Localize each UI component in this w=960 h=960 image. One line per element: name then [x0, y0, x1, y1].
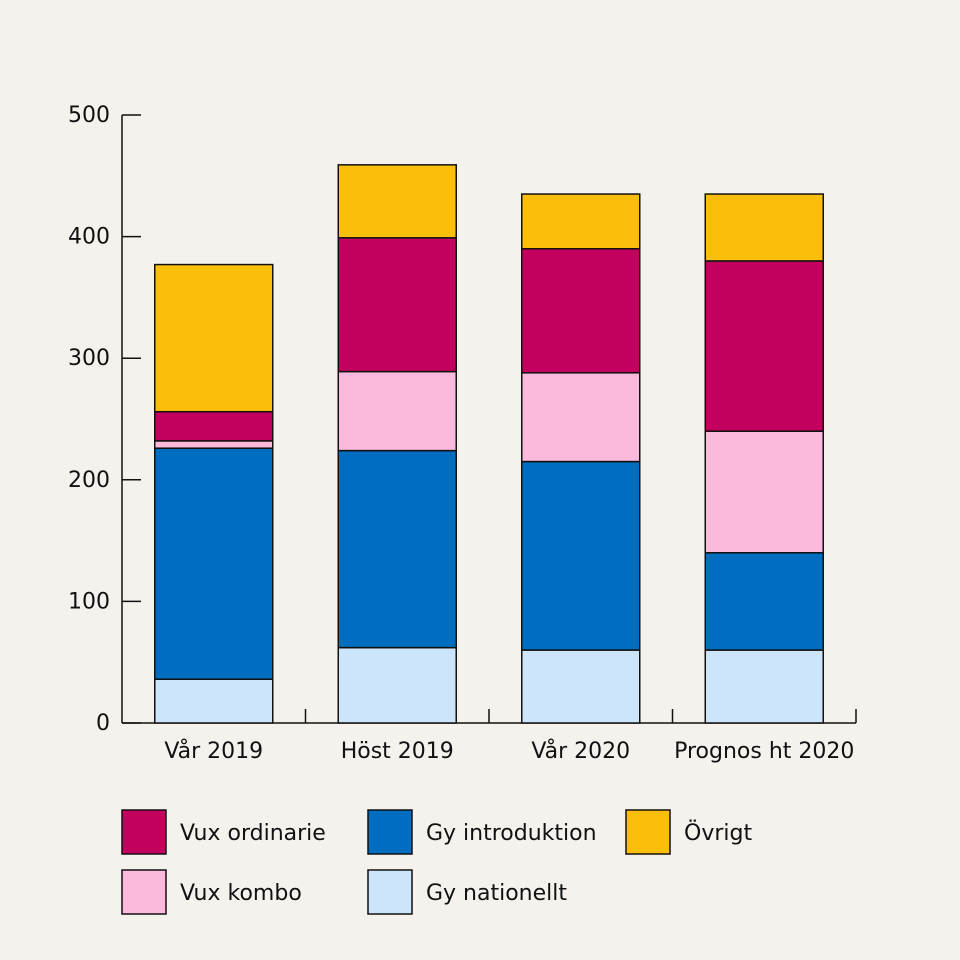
y-tick-label: 300: [68, 346, 110, 371]
bar-segment-gy-introduktion-host-2019: [337, 449, 457, 649]
y-tick-label: 0: [96, 711, 110, 736]
bar-segment-vux-kombo-var-2020: [521, 372, 641, 463]
bar-segment-ovrigt-host-2019: [337, 164, 457, 239]
bar-segment-gy-nationellt-var-2020: [521, 649, 641, 724]
legend-swatch-gy-introduktion: [367, 809, 413, 855]
y-tick-label: 500: [68, 103, 110, 128]
bar-segment-vux-ordinarie-host-2019: [337, 237, 457, 373]
legend-swatch-vux-ordinarie: [121, 809, 167, 855]
bar-segment-vux-ordinarie-var-2020: [521, 248, 641, 374]
y-tick-label: 200: [68, 468, 110, 493]
bar-segment-vux-kombo-host-2019: [337, 370, 457, 452]
bar-segment-gy-introduktion-var-2020: [521, 460, 641, 651]
bar-segment-ovrigt-prognos-ht-2020: [704, 193, 824, 262]
legend-swatch-gy-nationellt: [367, 869, 413, 915]
legend-swatch-vux-kombo: [121, 869, 167, 915]
bar-segment-vux-ordinarie-prognos-ht-2020: [704, 260, 824, 432]
legend-label-gy-nationellt: Gy nationellt: [426, 881, 567, 906]
legend-label-vux-kombo: Vux kombo: [180, 881, 302, 906]
legend-swatch-ovrigt: [625, 809, 671, 855]
bar-segment-gy-nationellt-host-2019: [337, 646, 457, 724]
legend-label-gy-introduktion: Gy introduktion: [426, 821, 597, 846]
bar-segment-vux-ordinarie-var-2019: [154, 410, 274, 442]
bar-segment-gy-nationellt-var-2019: [154, 678, 274, 724]
bar-segment-ovrigt-var-2019: [154, 263, 274, 413]
x-category-label: Höst 2019: [341, 739, 454, 764]
legend-label-ovrigt: Övrigt: [684, 820, 752, 846]
x-category-label: Prognos ht 2020: [674, 739, 854, 764]
y-tick-label: 100: [68, 589, 110, 614]
x-category-label: Vår 2019: [164, 738, 263, 764]
bar-segment-gy-introduktion-var-2019: [154, 447, 274, 680]
bar-segment-gy-introduktion-prognos-ht-2020: [704, 552, 824, 651]
x-category-label: Vår 2020: [531, 738, 630, 764]
legend-label-vux-ordinarie: Vux ordinarie: [180, 821, 326, 846]
bar-segment-vux-kombo-var-2019: [154, 440, 274, 449]
y-tick-label: 400: [68, 225, 110, 250]
bar-segment-ovrigt-var-2020: [521, 193, 641, 250]
bar-segment-vux-kombo-prognos-ht-2020: [704, 430, 824, 554]
bar-segment-gy-nationellt-prognos-ht-2020: [704, 649, 824, 724]
